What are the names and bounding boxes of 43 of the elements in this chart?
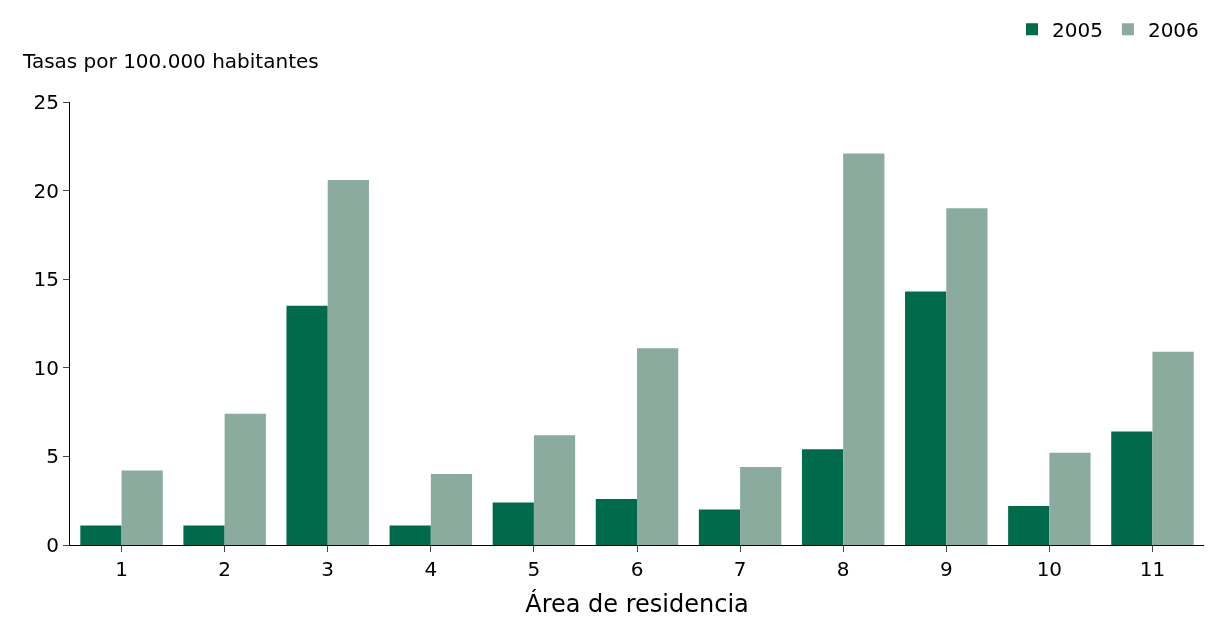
bar (389, 525, 431, 545)
x-tick-label: 11 (1139, 557, 1166, 581)
x-tick-label: 10 (1036, 557, 1063, 581)
bar (183, 525, 225, 545)
y-tick-label: 15 (33, 267, 59, 292)
bar (1152, 351, 1194, 545)
bar (595, 498, 637, 545)
bar (430, 474, 473, 545)
bar (533, 435, 576, 545)
y-tick-label: 20 (33, 178, 59, 203)
legend-label: 2005 (1052, 18, 1103, 43)
x-axis-title: Área de residencia (525, 589, 749, 619)
x-tick-label: 3 (321, 557, 335, 581)
bar (121, 470, 163, 545)
bar (843, 153, 885, 545)
x-tick-label: 8 (836, 557, 850, 581)
bar (946, 208, 988, 545)
x-tick-label: 2 (218, 557, 232, 581)
bar (327, 179, 369, 545)
y-axis-title: Tasas por 100.000 habitantes (22, 49, 319, 73)
y-tick-label: 10 (33, 355, 59, 380)
y-tick-label: 25 (33, 90, 59, 114)
x-tick-label: 4 (424, 557, 438, 581)
y-tick-label: 5 (46, 444, 59, 469)
x-tick-label: 5 (527, 557, 541, 581)
bar (80, 525, 122, 545)
y-tick-label: 0 (46, 533, 59, 557)
x-tick-label: 9 (939, 557, 953, 581)
bar (224, 413, 266, 545)
bar (1111, 431, 1153, 545)
x-tick-label: 7 (733, 557, 747, 581)
bar (698, 509, 741, 545)
x-tick-label: 6 (630, 557, 644, 581)
bar (905, 291, 947, 545)
bar (492, 502, 534, 545)
bar (740, 467, 782, 545)
bar (286, 305, 328, 545)
bar (637, 348, 679, 545)
bar (1008, 506, 1050, 545)
x-tick-label: 1 (115, 557, 128, 581)
bar (1049, 452, 1091, 545)
legend-label: 2006 (1147, 18, 1199, 43)
bar (801, 449, 844, 545)
